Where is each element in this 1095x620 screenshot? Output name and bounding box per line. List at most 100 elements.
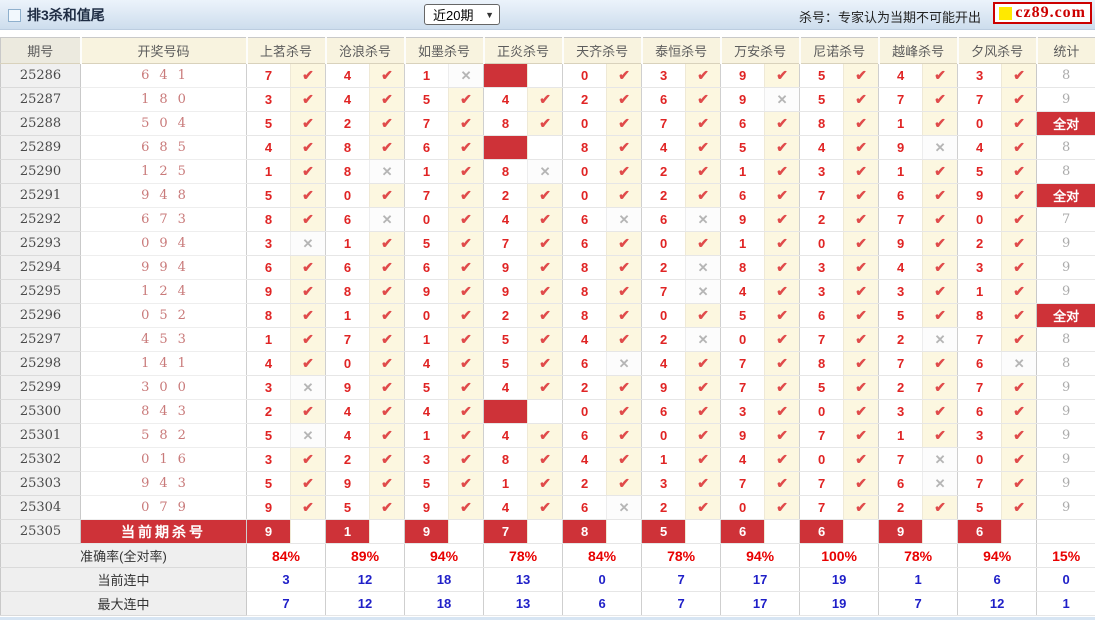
summary-value-cell: 18 [404, 567, 484, 592]
kill-number-cell: 2 [641, 327, 686, 352]
check-icon: ✔ [685, 399, 721, 424]
stat-cell: 8 [1036, 351, 1095, 376]
kill-number-cell: 1 [246, 327, 291, 352]
draw-numbers-cell: 994 [80, 255, 247, 280]
summary-value-cell: 94% [720, 543, 800, 568]
kill-number-cell: 3 [957, 255, 1002, 280]
kill-number-cell: 2 [483, 303, 528, 328]
check-icon: ✔ [922, 159, 958, 184]
check-icon: ✔ [1001, 231, 1037, 256]
kill-number-cell: 4 [325, 87, 370, 112]
kill-number-cell: 4 [246, 351, 291, 376]
empty-mark-cell [527, 519, 563, 544]
kill-number-cell: 5 [246, 471, 291, 496]
kill-number-cell: 7 [878, 207, 923, 232]
kill-number-cell: 8 [325, 135, 370, 160]
check-icon: ✔ [764, 495, 800, 520]
title-checkbox[interactable] [8, 8, 21, 22]
check-icon: ✔ [764, 111, 800, 136]
check-icon: ✔ [764, 447, 800, 472]
kill-number-cell: 8 [799, 351, 844, 376]
check-icon: ✔ [527, 207, 563, 232]
kill-number-cell: 5 [799, 375, 844, 400]
kill-number-cell: 8 [325, 279, 370, 304]
current-kill-number-cell: 9 [878, 519, 923, 544]
logo-yellow-square-icon [999, 6, 1013, 20]
kill-number-cell: 7 [641, 279, 686, 304]
kill-number-cell: 6 [404, 135, 449, 160]
kill-number-cell: 9 [483, 279, 528, 304]
kill-number-cell: 9 [246, 495, 291, 520]
check-icon: ✔ [448, 231, 484, 256]
check-icon: ✔ [922, 375, 958, 400]
check-icon: ✔ [289, 399, 326, 424]
kill-number-cell: 3 [246, 231, 291, 256]
check-icon: ✔ [843, 303, 879, 328]
kill-number-cell: 3 [246, 375, 291, 400]
period-cell: 25288 [0, 111, 81, 136]
check-icon: ✔ [448, 471, 484, 496]
column-header-expert-10: 夕风杀号 [956, 37, 1037, 64]
stat-cell: 8 [1036, 159, 1095, 184]
kill-number-cell: 3 [878, 399, 923, 424]
kill-number-cell: 5 [720, 303, 765, 328]
check-icon: ✔ [289, 207, 326, 232]
period-cell: 25295 [0, 279, 81, 304]
kill-number-cell: 8 [483, 447, 528, 472]
kill-number-cell: 5 [246, 183, 291, 208]
check-icon: ✔ [606, 375, 642, 400]
cross-icon: ✕ [369, 159, 405, 184]
cross-icon: ✕ [764, 87, 800, 112]
period-cell: 25286 [0, 63, 81, 88]
kill-number-cell: 1 [325, 303, 370, 328]
kill-number-cell: 7 [641, 111, 686, 136]
kill-number-cell: 2 [562, 471, 607, 496]
stat-cell: 8 [1036, 135, 1095, 160]
history-row: 25298 141 4 ✔ 0 ✔ 4 ✔ 5 ✔ 6 ✕ 4 ✔ 7 ✔ 8 ✔ 7 ✔ 6 ✕ 8 [0, 351, 1095, 376]
check-icon: ✔ [289, 183, 326, 208]
draw-numbers-cell: 504 [80, 111, 247, 136]
kill-number-cell: 7 [957, 471, 1002, 496]
kill-number-cell: 0 [641, 423, 686, 448]
kill-number-cell: 4 [720, 279, 765, 304]
cross-icon: ✕ [527, 159, 563, 184]
kill-number-cell: 9 [404, 495, 449, 520]
column-header-expert-9: 越峰杀号 [877, 37, 958, 64]
kill-number-cell: 7 [799, 327, 844, 352]
check-icon: ✔ [1001, 255, 1037, 280]
site-logo[interactable]: cz89.com [993, 2, 1092, 24]
kill-number-cell: 6 [562, 495, 607, 520]
kill-number-cell: 6 [562, 207, 607, 232]
kill-number-cell: 8 [957, 303, 1002, 328]
kill-number-cell: 7 [325, 327, 370, 352]
kill-number-cell: 4 [246, 135, 291, 160]
summary-value-cell: 78% [878, 543, 958, 568]
kill-number-cell: 2 [957, 231, 1002, 256]
summary-value-cell: 84% [245, 543, 326, 568]
current-kill-number-cell: 9 [404, 519, 449, 544]
kill-number-cell: 4 [483, 423, 528, 448]
period-cell: 25289 [0, 135, 81, 160]
range-select[interactable]: 近20期 ▼ [424, 4, 500, 25]
cross-icon: ✕ [289, 231, 326, 256]
bottom-strip [0, 617, 1095, 620]
summary-value-cell: 19 [799, 567, 879, 592]
period-cell: 25300 [0, 399, 81, 424]
check-icon: ✔ [843, 399, 879, 424]
check-icon: ✔ [922, 231, 958, 256]
check-icon: ✔ [685, 375, 721, 400]
history-row: 25287 180 3 ✔ 4 ✔ 5 ✔ 4 ✔ 2 ✔ 6 ✔ 9 ✕ 5 ✔ 7 ✔ 7 ✔ 9 [0, 87, 1095, 112]
kill-number-cell: 7 [799, 495, 844, 520]
summary-value-cell: 78% [641, 543, 721, 568]
kill-number-cell: 4 [483, 207, 528, 232]
cross-icon: ✕ [1001, 351, 1037, 376]
kill-number-cell: 0 [562, 111, 607, 136]
check-icon: ✔ [843, 231, 879, 256]
period-cell: 25301 [0, 423, 81, 448]
kill-number-cell: 4 [878, 63, 923, 88]
check-icon: ✔ [843, 159, 879, 184]
check-icon: ✔ [448, 399, 484, 424]
check-icon: ✔ [289, 111, 326, 136]
page-title: 排3杀和值尾 [27, 7, 105, 23]
check-icon: ✔ [448, 303, 484, 328]
